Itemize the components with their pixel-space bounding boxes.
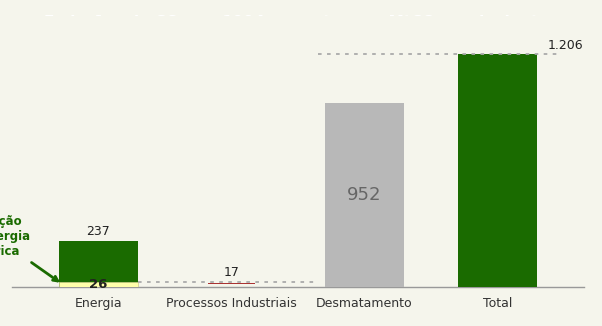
Text: 17: 17: [223, 266, 240, 279]
Text: Emissões de CO₂ em 1994 por setor, em MtCO₂ equivalentes: Emissões de CO₂ em 1994 por setor, em Mt…: [44, 14, 558, 30]
Bar: [458, 54, 538, 287]
Bar: [324, 103, 405, 287]
Text: 1.206: 1.206: [548, 39, 584, 52]
Text: 952: 952: [347, 186, 382, 204]
Text: 237: 237: [87, 225, 110, 238]
Bar: [208, 283, 255, 284]
Text: Geração
de Energia
Elétrica: Geração de Energia Elétrica: [0, 215, 58, 281]
Bar: [58, 282, 138, 287]
Bar: [58, 241, 138, 287]
Text: 26: 26: [89, 278, 108, 291]
